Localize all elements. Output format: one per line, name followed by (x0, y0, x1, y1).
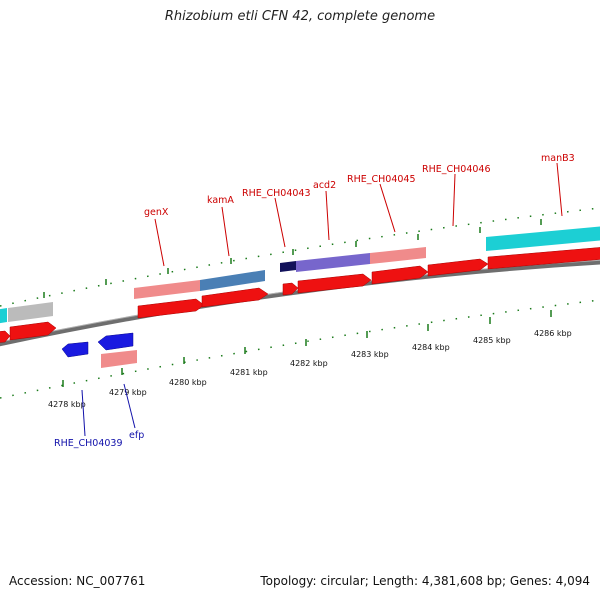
forward-label-leaders (154, 162, 563, 267)
gene-arrow-forward[interactable] (427, 258, 489, 277)
reverse-label-leaders (81, 383, 136, 437)
gene-arrow-forward[interactable] (137, 298, 205, 319)
cog-bar[interactable] (0, 308, 7, 324)
cog-bar[interactable] (370, 247, 426, 264)
gene-label-acd2[interactable]: acd2 (313, 180, 336, 191)
genome-backbone-highlight (0, 259, 600, 343)
map-title: Rhizobium etli CFN 42, complete genome (164, 9, 436, 24)
gene-label-rhe-ch04045[interactable]: RHE_CH04045 (347, 174, 416, 185)
outer-scale-ring (0, 207, 600, 307)
scale-label: 4279 kbp (109, 388, 147, 397)
scale-label: 4278 kbp (48, 400, 86, 409)
gene-label-genx[interactable]: genX (144, 207, 169, 218)
reverse-gene-labels: RHE_CH04039 efp (54, 430, 144, 449)
gene-arrow-forward[interactable] (371, 265, 429, 285)
scale-label: 4286 kbp (534, 329, 572, 338)
reverse-cds-track (61, 332, 137, 368)
gene-arrow-forward[interactable] (282, 282, 299, 296)
genome-backbone (0, 260, 600, 347)
gene-label-manb3[interactable]: manB3 (541, 153, 575, 164)
gene-label-rhe-ch04046[interactable]: RHE_CH04046 (422, 164, 491, 175)
gene-arrow-forward[interactable] (201, 287, 269, 308)
gene-label-kama[interactable]: kamA (207, 195, 234, 206)
cog-bar[interactable] (200, 270, 265, 291)
cog-bar[interactable] (486, 226, 600, 251)
cog-bar[interactable] (134, 280, 200, 299)
scale-labels: 4278 kbp 4279 kbp 4280 kbp 4281 kbp 4282… (48, 329, 572, 409)
gene-arrow-forward[interactable] (9, 321, 57, 341)
cog-bar-reverse[interactable] (101, 350, 137, 368)
scale-label: 4281 kbp (230, 368, 268, 377)
scale-label: 4283 kbp (351, 350, 389, 359)
gene-arrow-forward[interactable] (487, 247, 600, 270)
gene-label-rhe-ch04043[interactable]: RHE_CH04043 (242, 188, 311, 199)
cog-bar[interactable] (296, 253, 370, 272)
scale-label: 4285 kbp (473, 336, 511, 345)
gene-arrow-reverse[interactable] (61, 341, 89, 358)
scale-label: 4282 kbp (290, 359, 328, 368)
forward-gene-labels: genX kamA RHE_CH04043 acd2 RHE_CH04045 R… (144, 153, 575, 218)
cog-category-track (0, 226, 600, 324)
cog-bar[interactable] (280, 261, 296, 272)
gene-arrow-reverse[interactable] (97, 332, 134, 351)
gene-label-efp[interactable]: efp (129, 430, 144, 441)
forward-cds-track (0, 247, 600, 343)
genome-summary-text: Topology: circular; Length: 4,381,608 bp… (260, 574, 590, 588)
inner-scale-ring (0, 299, 600, 399)
scale-label: 4280 kbp (169, 378, 207, 387)
gene-label-rhe-ch04039[interactable]: RHE_CH04039 (54, 438, 123, 449)
gene-arrow-forward[interactable] (297, 273, 372, 294)
accession-text: Accession: NC_007761 (9, 574, 146, 588)
cog-bar[interactable] (8, 302, 53, 322)
scale-label: 4284 kbp (412, 343, 450, 352)
gene-arrow-forward[interactable] (0, 330, 11, 343)
